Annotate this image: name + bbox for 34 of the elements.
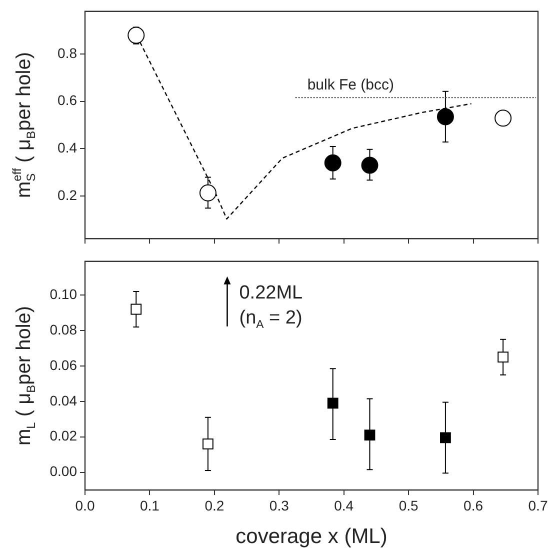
point bbox=[494, 110, 512, 127]
y-tick-label: 0.02 bbox=[50, 428, 78, 444]
y-tick-label: 0.04 bbox=[50, 392, 78, 408]
x-tick-label: 0.0 bbox=[75, 497, 95, 514]
point bbox=[327, 398, 338, 409]
y-tick-label: 0.08 bbox=[50, 321, 78, 338]
y-tick-label: 0.00 bbox=[50, 463, 78, 480]
x-tick-label: 0.3 bbox=[269, 497, 290, 514]
y-tick-label: 0.4 bbox=[58, 140, 78, 156]
y-tick-label: 0.10 bbox=[50, 286, 78, 302]
point bbox=[440, 432, 451, 444]
point bbox=[361, 156, 378, 174]
y-axis-title: mL ( μBper hole) bbox=[13, 306, 38, 446]
x-tick-label: 0.4 bbox=[334, 497, 354, 514]
point bbox=[128, 26, 145, 44]
point bbox=[436, 108, 454, 126]
point bbox=[324, 154, 342, 172]
x-tick-label: 0.5 bbox=[398, 497, 419, 514]
point bbox=[130, 304, 142, 315]
series-label: bulk Fe (bcc) bbox=[307, 76, 394, 94]
y-tick-label: 0.06 bbox=[50, 356, 78, 373]
x-tick-label: 0.7 bbox=[528, 497, 548, 514]
y-tick-label: 0.2 bbox=[58, 186, 78, 203]
y-tick-label: 0.8 bbox=[58, 44, 78, 61]
y-tick-label: 0.6 bbox=[58, 92, 78, 108]
point bbox=[364, 430, 376, 441]
x-tick-label: 0.2 bbox=[204, 497, 224, 514]
x-tick-label: 0.1 bbox=[140, 497, 160, 514]
point bbox=[498, 352, 509, 363]
x-tick-label: 0.6 bbox=[464, 497, 484, 514]
point bbox=[202, 438, 214, 450]
point bbox=[199, 184, 216, 202]
y-axis-title: mSeff ( μBper hole) bbox=[10, 52, 38, 198]
x-axis-title: coverage x (ML) bbox=[236, 525, 388, 548]
